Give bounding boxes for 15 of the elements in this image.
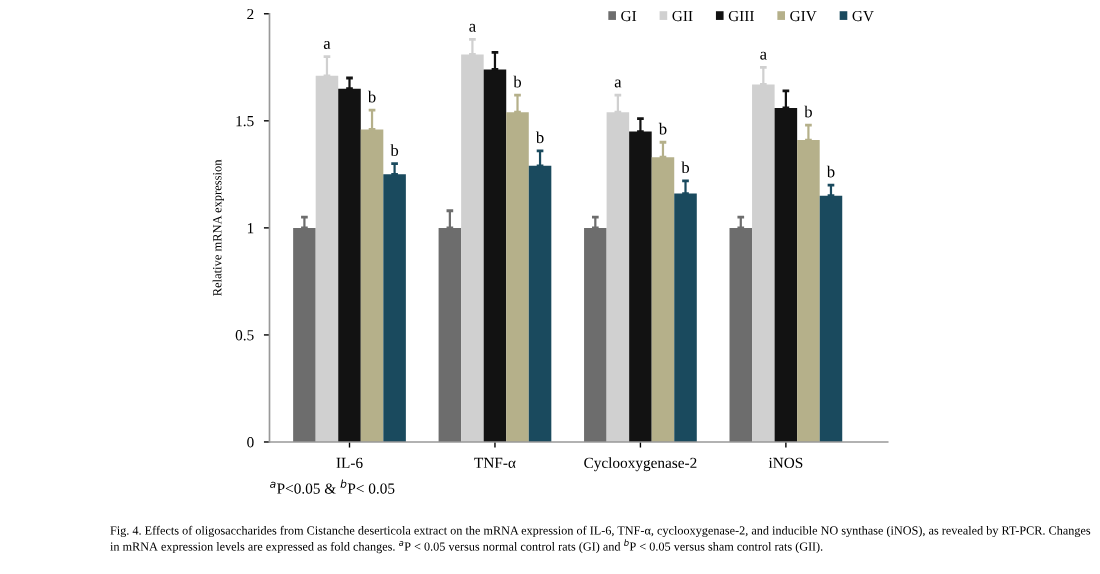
data-label: b bbox=[535, 131, 544, 144]
bar bbox=[584, 227, 607, 442]
bar bbox=[293, 227, 316, 442]
data-label: a bbox=[760, 51, 767, 60]
data-label: b bbox=[804, 105, 812, 118]
data-label: a bbox=[323, 40, 331, 49]
data-label: b bbox=[367, 90, 376, 103]
data-label: b bbox=[513, 75, 522, 88]
data-label: a bbox=[469, 23, 476, 32]
data-label: b bbox=[390, 144, 399, 156]
data-label: b bbox=[658, 122, 667, 135]
data-label: b bbox=[681, 161, 690, 174]
bar bbox=[729, 227, 753, 442]
data-label: b bbox=[826, 165, 835, 178]
data-label: a bbox=[614, 79, 622, 88]
